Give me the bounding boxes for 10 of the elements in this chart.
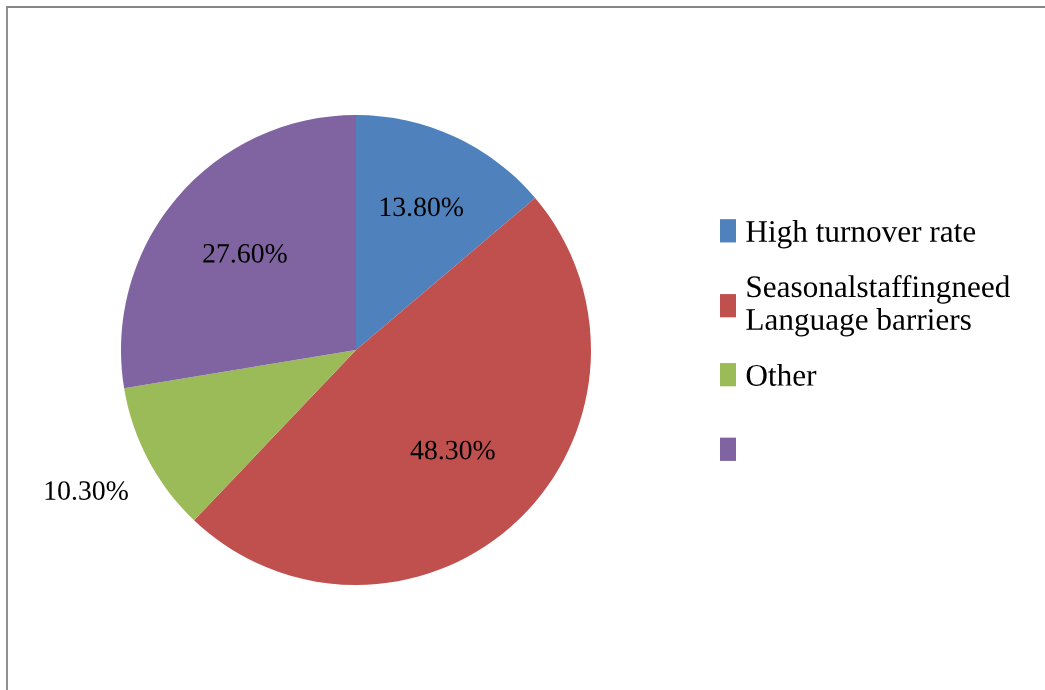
pie-slice [194, 197, 591, 585]
legend-label: Other [746, 363, 817, 386]
data-label: 27.60% [203, 243, 287, 263]
pie-slice [121, 115, 356, 389]
data-label: 48.30% [410, 440, 495, 460]
pie-slice [356, 115, 536, 350]
data-label: 13.80% [380, 197, 464, 217]
data-label: 10.30% [45, 481, 128, 501]
legend-label: Seasonalstaffingneed Language barriers [746, 275, 1010, 337]
legend-label: High turnover rate [746, 220, 976, 249]
